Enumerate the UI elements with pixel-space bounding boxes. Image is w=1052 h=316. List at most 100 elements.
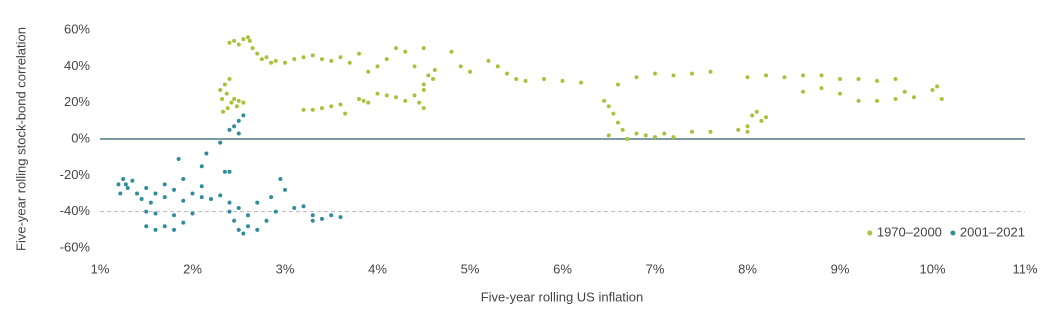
point [118,191,123,196]
point [162,224,167,229]
point [620,127,625,132]
x-tick-label: 2% [183,261,202,276]
point [611,111,616,116]
point [301,107,306,112]
point [935,84,940,89]
point [269,195,274,200]
point [338,215,343,220]
point [579,80,583,85]
point [153,227,158,232]
point [329,58,334,63]
point [264,218,269,223]
point [754,109,759,114]
point [227,169,232,174]
point [218,87,223,92]
point [176,156,181,161]
point [662,131,667,136]
point [225,106,230,111]
point [144,186,149,191]
point [394,46,398,51]
point [902,89,907,94]
point [421,106,426,111]
y-tick-label: 0% [71,130,90,145]
point [560,78,565,83]
point [172,187,176,192]
point [148,200,153,205]
point [234,104,239,109]
point [745,75,750,80]
point [236,131,241,136]
point [181,220,186,225]
point [227,209,232,214]
point [227,127,232,132]
point [421,82,426,87]
point [394,95,398,100]
point [838,91,842,96]
point [246,35,250,40]
point [320,57,324,62]
point [144,224,149,229]
point [320,106,324,111]
point [357,97,361,102]
point [384,57,389,62]
point [357,51,361,56]
point [417,100,422,105]
point [236,206,241,211]
point [893,77,898,82]
point [232,97,237,102]
point [708,69,713,74]
point [255,200,260,205]
point [241,100,246,105]
point [232,38,237,43]
y-tick-label: -20% [60,167,91,182]
point [625,137,630,141]
x-tick-label: 3% [276,261,295,276]
x-axis-label: Five-year rolling US inflation [481,289,644,304]
point [449,49,454,54]
point [218,193,223,198]
point [162,195,167,200]
point [486,58,491,63]
legend-marker [867,230,873,236]
point [241,231,246,236]
point [671,73,676,78]
point [468,69,472,74]
point [227,40,232,45]
point [421,87,426,92]
point [229,100,234,105]
legend-marker [950,230,956,236]
x-tick-label: 1% [91,261,110,276]
point [653,71,657,76]
point [190,191,195,196]
point [375,64,380,69]
point [361,98,366,103]
point [426,73,431,78]
point [247,38,252,43]
point [123,182,128,187]
point [653,135,657,140]
point [750,113,755,118]
point [125,186,130,191]
point [708,129,713,134]
point [218,140,223,145]
point [764,73,768,78]
point [347,60,352,65]
point [329,213,334,218]
point [939,97,944,102]
point [255,227,260,232]
point [227,77,232,82]
point [616,120,620,125]
point [421,46,426,51]
point [116,182,121,187]
point [162,182,167,187]
y-tick-label: -40% [60,203,91,218]
point [269,60,274,65]
point [199,184,204,189]
point [236,118,241,123]
point [292,57,297,62]
point [875,78,879,83]
y-axis-label: Five-year rolling stock-bond correlation [13,27,28,251]
point [745,124,750,129]
point [643,133,648,138]
